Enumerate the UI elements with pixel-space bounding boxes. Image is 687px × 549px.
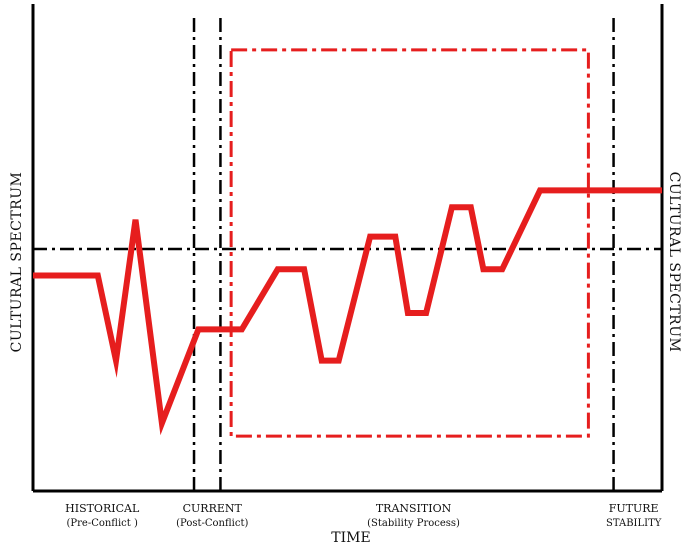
guide-layer — [33, 18, 662, 491]
phase-label: CURRENT — [183, 502, 243, 515]
phase-label: TRANSITION — [376, 502, 452, 515]
phase-sublabel: (Pre-Conflict ) — [66, 518, 137, 529]
phase-sublabel: (Stability Process) — [367, 518, 460, 529]
transition-box — [229, 48, 590, 438]
phase-sublabel: (Post-Conflict) — [176, 518, 248, 529]
x-axis-label: TIME — [331, 530, 370, 546]
y-axis-label-left: CULTURAL SPECTRUM — [9, 172, 25, 353]
label-layer: CULTURAL SPECTRUM CULTURAL SPECTRUM TIME… — [9, 172, 682, 546]
phase-label: HISTORICAL — [65, 502, 140, 515]
frame-layer — [31, 4, 664, 493]
series-layer — [33, 187, 662, 436]
phase-label: FUTURE — [609, 502, 659, 515]
phase-sublabel: STABILITY — [606, 518, 662, 529]
series-line — [33, 187, 662, 436]
y-axis-label-right: CULTURAL SPECTRUM — [666, 172, 682, 353]
